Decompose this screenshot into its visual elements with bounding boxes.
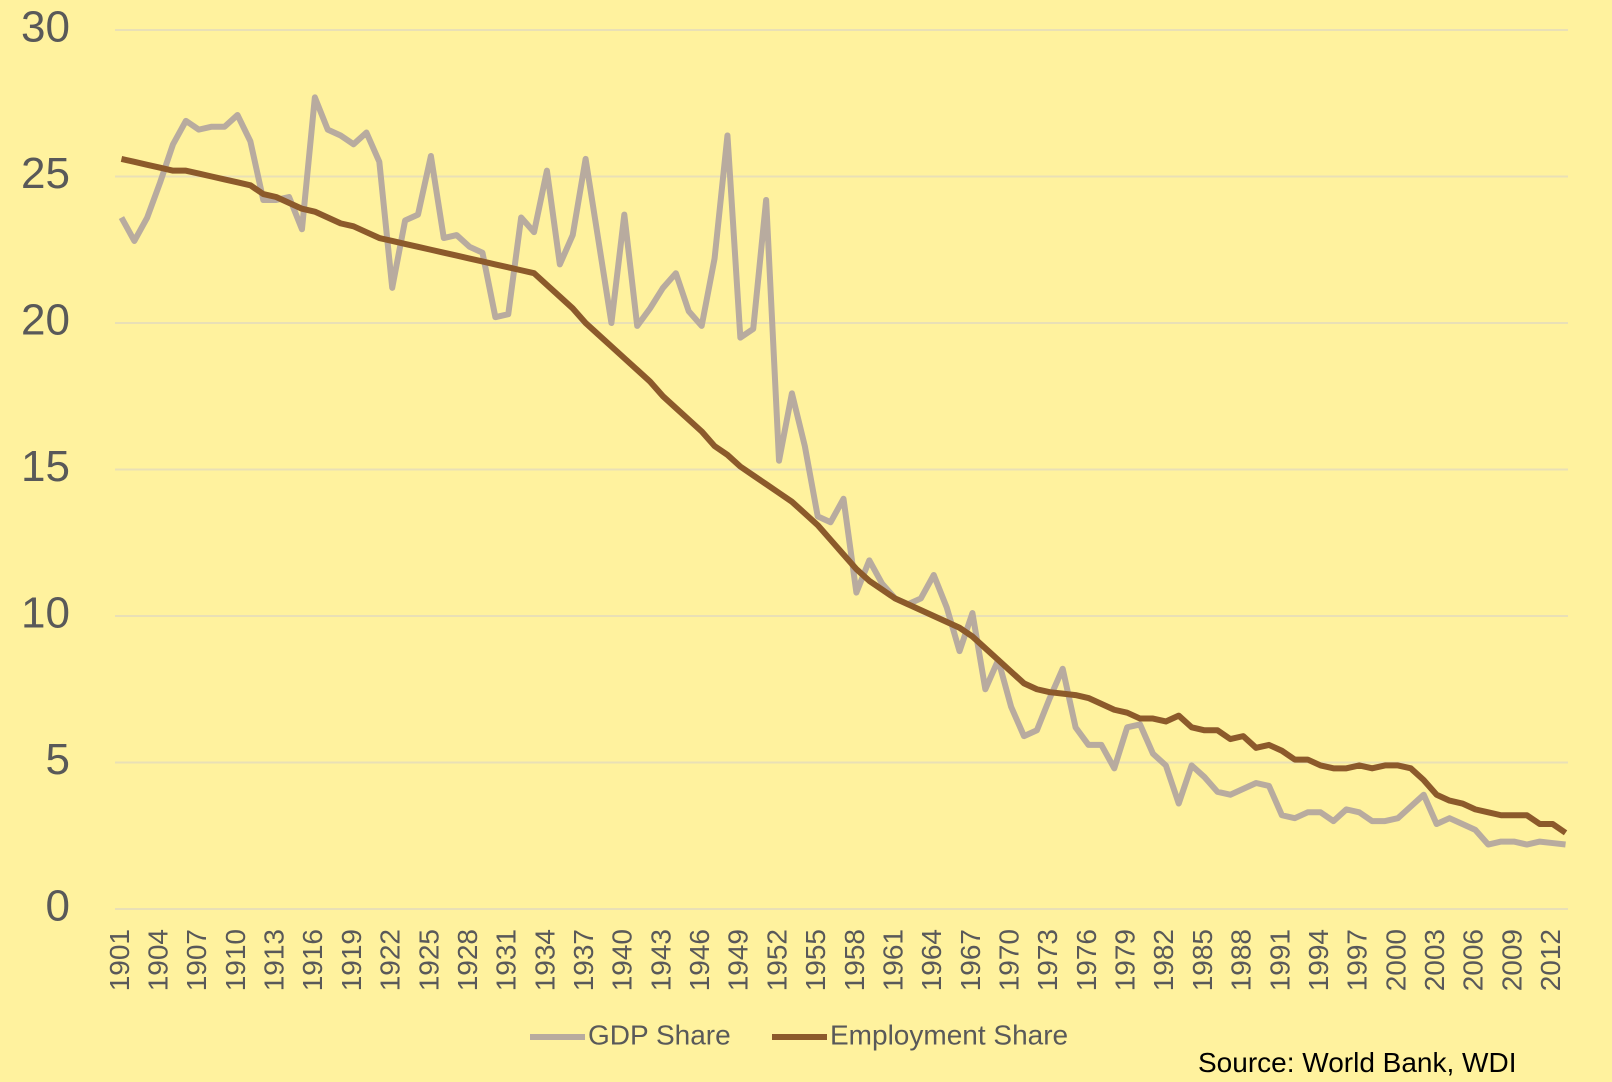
x-tick-label: 1964 [916,929,947,991]
x-tick-label: 1919 [336,929,367,991]
x-tick-label: 1976 [1071,929,1102,991]
x-tick-label: 1970 [994,929,1025,991]
x-tick-label: 1988 [1226,929,1257,991]
data-line [120,155,1568,836]
x-tick-label: 1925 [413,929,444,991]
y-tick-label: 30 [21,3,70,52]
x-tick-label: 1991 [1264,929,1295,991]
x-tick-label: 1967 [955,929,986,991]
x-tick-label: 1904 [143,929,174,991]
x-tick-label: 1931 [491,929,522,991]
x-tick-label: 1910 [220,929,251,991]
x-tick-label: 1979 [1110,929,1141,991]
x-tick-label: 1922 [375,929,406,991]
x-tick-label: 1952 [761,929,792,991]
x-tick-label: 2000 [1380,929,1411,991]
legend-label: Employment Share [830,1019,1068,1050]
x-tick-label: 1946 [684,929,715,991]
x-tick-label: 1949 [723,929,754,991]
y-tick-label: 15 [21,442,70,491]
x-tick-label: 2006 [1458,929,1489,991]
source-note: Source: World Bank, WDI [1198,1047,1516,1078]
x-tick-label: 1994 [1303,929,1334,991]
x-tick-label: 1940 [607,929,638,991]
y-tick-label: 25 [21,149,70,198]
x-tick-label: 1916 [297,929,328,991]
x-tick-label: 1907 [181,929,212,991]
x-tick-label: 2003 [1419,929,1450,991]
x-tick-label: 1901 [104,929,135,991]
x-tick-label: 1982 [1148,929,1179,991]
y-tick-label: 0 [46,882,70,931]
x-tick-label: 1934 [529,929,560,991]
y-tick-label: 5 [46,735,70,784]
x-tick-label: 1961 [877,929,908,991]
x-tick-label: 1973 [1032,929,1063,991]
x-tick-label: 1958 [839,929,870,991]
x-tick-label: 1928 [452,929,483,991]
legend-label: GDP Share [588,1019,731,1050]
x-tick-label: 1997 [1342,929,1373,991]
data-line [118,94,1566,848]
x-tick-label: 2009 [1496,929,1527,991]
x-tick-label: 1943 [645,929,676,991]
x-tick-label: 1955 [800,929,831,991]
x-tick-label: 1913 [259,929,290,991]
x-tick-label: 1937 [568,929,599,991]
x-tick-label: 1985 [1187,929,1218,991]
x-tick-label: 2012 [1535,929,1566,991]
y-tick-label: 10 [21,589,70,638]
y-tick-label: 20 [21,296,70,345]
